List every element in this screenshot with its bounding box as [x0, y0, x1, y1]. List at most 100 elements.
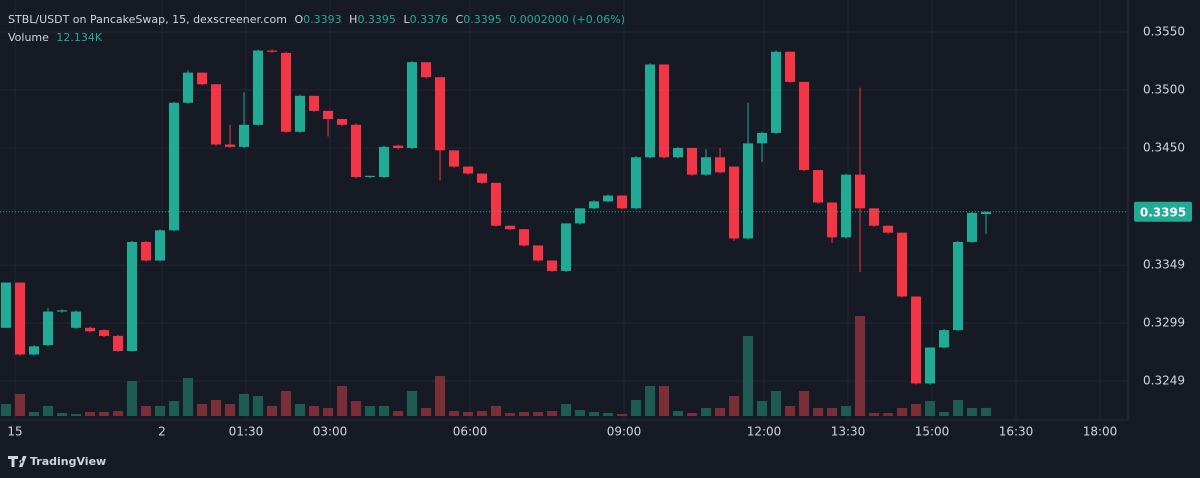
volume-bar [210, 400, 222, 416]
candle-body [308, 95, 320, 111]
o-value: 0.3393 [303, 13, 342, 26]
candle-body [616, 195, 628, 209]
candle-body [210, 84, 222, 145]
volume-bar [14, 394, 26, 416]
volume-bar [980, 407, 992, 416]
volume-bar [126, 381, 138, 416]
volume-bar [700, 408, 712, 416]
candle-body [182, 72, 194, 103]
h-value: 0.3395 [357, 13, 396, 26]
o-label: O [294, 13, 303, 26]
volume-bar [280, 391, 292, 416]
volume-bar [630, 400, 642, 416]
candle-body [70, 311, 82, 328]
candle-body [742, 143, 754, 239]
candle-body [756, 132, 768, 144]
candle-body [196, 72, 208, 85]
volume-bar [826, 408, 838, 416]
volume-bar [266, 406, 278, 416]
l-value: 0.3376 [410, 13, 449, 26]
volume-bar [588, 412, 600, 416]
y-tick-label: 0.3349 [1143, 258, 1185, 272]
x-tick-label: 15 [7, 425, 22, 439]
candle-body [798, 81, 810, 171]
volume-bar [602, 413, 614, 416]
candle-body [840, 174, 852, 238]
volume-bar [854, 316, 866, 416]
candle-body [588, 201, 600, 209]
volume-bar [798, 391, 810, 416]
volume-bar [112, 411, 124, 416]
volume-bar [224, 404, 236, 416]
candle-body [686, 148, 698, 175]
candle-body [938, 330, 950, 348]
logo: TradingView [8, 455, 106, 468]
candle-body [644, 64, 656, 158]
candle-body [280, 52, 292, 132]
volume-bar [420, 408, 432, 416]
candle-body [980, 211, 992, 215]
candle-body [462, 166, 474, 174]
candle-body [672, 148, 684, 158]
candle-body [126, 241, 138, 351]
volume-bar [154, 406, 166, 416]
volume-bar [0, 404, 12, 416]
volume-bar [294, 404, 306, 416]
candle-body [294, 95, 306, 132]
volume-bar [728, 396, 740, 416]
y-tick-label: 0.3500 [1143, 83, 1185, 97]
x-tick-label: 15:00 [915, 425, 950, 439]
candle-body [882, 225, 894, 233]
candle-body [140, 241, 152, 261]
candle-body [952, 241, 964, 331]
volume-bar [532, 412, 544, 416]
volume-bar [924, 401, 936, 416]
candle-body [154, 230, 166, 261]
candle-body [910, 296, 922, 384]
candle-body [84, 327, 96, 332]
volume-bar [896, 408, 908, 416]
volume-bar [812, 408, 824, 416]
x-tick-label: 03:00 [313, 425, 348, 439]
legend: STBL/USDT on PancakeSwap, 15, dexscreene… [8, 13, 625, 26]
plot [0, 49, 1128, 416]
volume-bar [910, 404, 922, 416]
volume-bar [518, 412, 530, 416]
candle-body [112, 335, 124, 351]
volume-bar [966, 408, 978, 416]
volume-bar [322, 408, 334, 416]
candle-body [392, 145, 404, 149]
volume-bar [868, 413, 880, 416]
y-tick-label: 0.3299 [1143, 316, 1185, 330]
volume-bar [448, 411, 460, 416]
candle-body [896, 232, 908, 297]
candle-body [420, 62, 432, 78]
volume-bar [504, 413, 516, 416]
volume-bar [308, 406, 320, 416]
volume-bar [392, 411, 404, 416]
volume-bar [336, 386, 348, 416]
h-label: H [349, 13, 357, 26]
volume-bar [476, 411, 488, 416]
candle-body [714, 157, 726, 173]
volume-bar [252, 396, 264, 416]
x-tick-label: 09:00 [607, 425, 642, 439]
l-label: L [403, 13, 410, 26]
candle-body [364, 175, 376, 178]
volume-bar [784, 406, 796, 416]
candle-body [350, 124, 362, 178]
candle-body [966, 212, 978, 242]
c-value: 0.3395 [463, 13, 502, 26]
title: STBL/USDT on PancakeSwap, 15, dexscreene… [8, 13, 287, 26]
candle-body [336, 119, 348, 125]
candle-body [378, 146, 390, 178]
volume-bar [70, 414, 82, 416]
y-tick-label: 0.3249 [1143, 374, 1185, 388]
candle-body [630, 157, 642, 209]
volume-bar [168, 401, 180, 416]
volume-bar [434, 376, 446, 416]
volume-bar [378, 406, 390, 416]
candle-body [322, 110, 334, 120]
volume-bar [140, 406, 152, 416]
